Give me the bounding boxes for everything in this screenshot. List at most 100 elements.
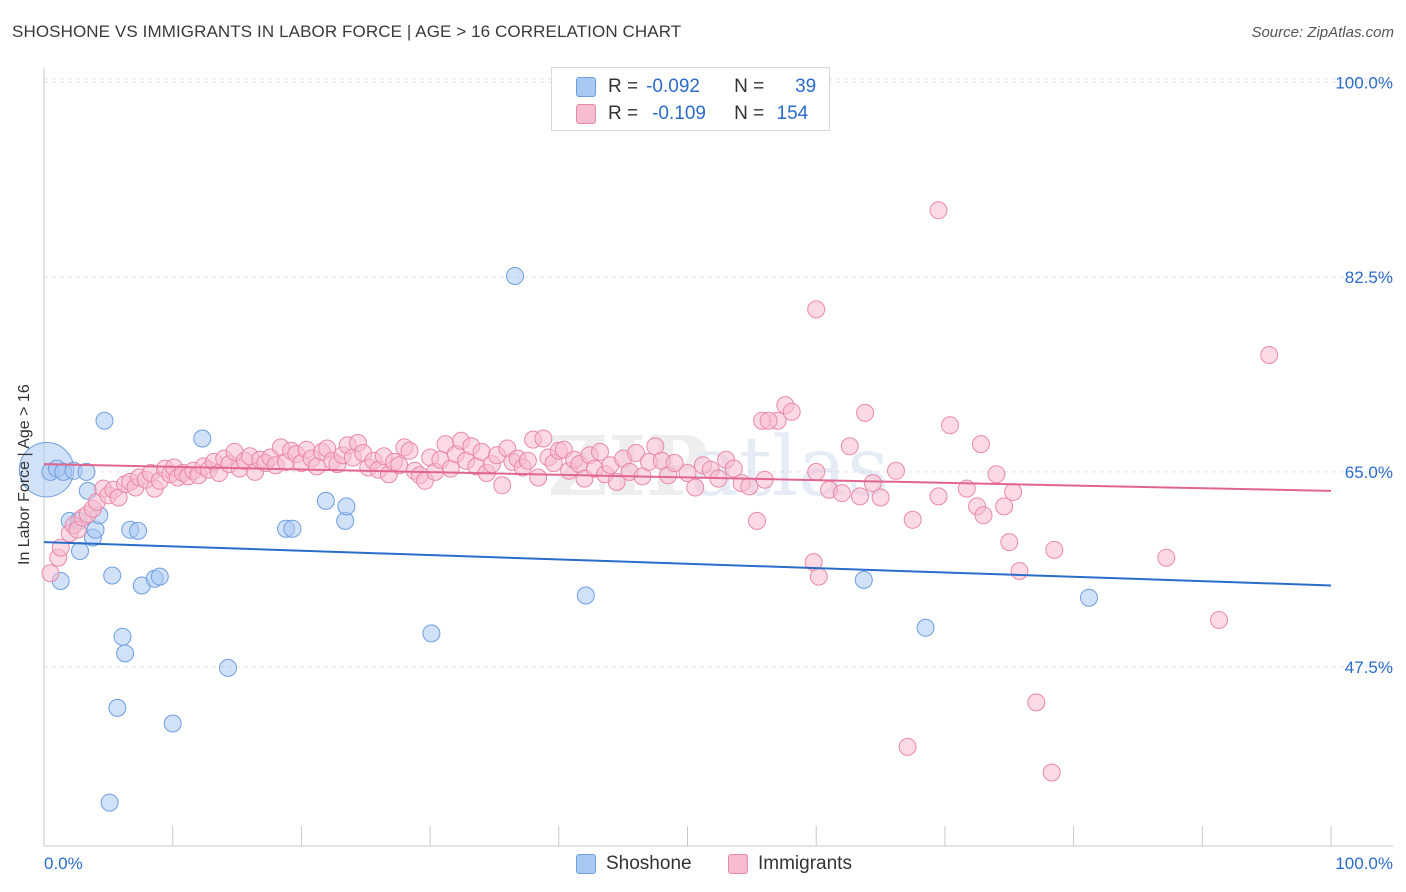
data-point [337, 497, 356, 516]
data-point [1045, 540, 1064, 559]
data-point [1027, 693, 1046, 712]
bottom-legend-immigrants: Immigrants [728, 852, 852, 876]
data-point [493, 476, 512, 495]
x-tick-label: 0.0% [44, 854, 83, 873]
data-point [929, 201, 948, 220]
data-point [863, 474, 882, 493]
data-point [627, 444, 645, 462]
data-point [856, 403, 875, 422]
data-point [71, 542, 89, 560]
data-point [607, 472, 626, 491]
data-point [1042, 763, 1061, 782]
bottom-legend-label: Immigrants [758, 853, 852, 874]
data-point [1004, 483, 1023, 501]
data-point [740, 477, 759, 496]
data-point [95, 411, 114, 430]
y-tick-labels: 47.5% 65.0% 82.5% 100.0% [1335, 73, 1393, 676]
data-point [987, 465, 1006, 484]
gridlines [44, 78, 1393, 668]
source-credit: Source: ZipAtlas.com [1251, 24, 1394, 41]
bottom-legend-swatch-shoshone [576, 854, 596, 874]
data-point [400, 441, 419, 460]
data-point [809, 567, 828, 586]
data-point [995, 497, 1014, 516]
data-point [193, 429, 212, 448]
data-point [219, 658, 237, 677]
data-point [782, 402, 801, 421]
data-point [851, 487, 869, 506]
y-tick-label: 82.5% [1345, 268, 1393, 287]
legend-r-value: -0.109 [652, 103, 706, 124]
data-point [150, 567, 169, 586]
legend-row-immigrants: R = -0.109 N = 154 [576, 102, 808, 126]
bottom-legend-shoshone: Shoshone [576, 852, 692, 876]
data-point [903, 510, 922, 529]
data-point [1010, 562, 1029, 580]
legend-r-label: R = [608, 76, 639, 97]
legend-row-shoshone: R = -0.092 N = 39 [576, 75, 816, 99]
bottom-legend-swatch-immigrants [728, 854, 748, 874]
legend-n-value: 154 [776, 103, 809, 124]
data-point [422, 624, 441, 643]
data-point [686, 478, 705, 497]
trend-line [43, 463, 1332, 492]
data-point [871, 488, 890, 507]
data-point [506, 267, 524, 285]
data-point [832, 484, 851, 503]
data-point [898, 737, 917, 756]
y-axis-label-wrap: In Labor Force | Age > 16 [16, 384, 36, 785]
chart-title: SHOSHONE VS IMMIGRANTS IN LABOR FORCE | … [12, 22, 682, 41]
data-point [1210, 611, 1228, 629]
data-point [576, 586, 595, 605]
data-point [887, 461, 905, 480]
bottom-legend-label: Shoshone [606, 853, 692, 874]
y-tick-label: 100.0% [1335, 73, 1393, 92]
data-point [103, 566, 122, 585]
trend-line [43, 541, 1332, 587]
data-point [100, 793, 119, 812]
data-point [929, 487, 948, 506]
data-point [1260, 346, 1279, 364]
legend-n-label: N = [734, 76, 765, 97]
legend-r-label: R = [608, 103, 639, 124]
legend: R = -0.092 N = 39 R = -0.109 N = 154 [551, 67, 830, 131]
trend-lines [43, 463, 1332, 587]
data-point [807, 462, 826, 481]
data-point [941, 416, 959, 435]
legend-swatch-shoshone [576, 77, 596, 97]
data-point [113, 627, 132, 646]
data-point [665, 454, 684, 472]
data-point [974, 506, 993, 525]
legend-r-value: -0.092 [646, 76, 700, 97]
data-point [916, 618, 935, 637]
data-point [759, 411, 778, 430]
y-tick-label: 47.5% [1345, 658, 1393, 677]
data-point [116, 644, 135, 663]
legend-n-value: 39 [795, 76, 817, 97]
legend-swatch-immigrants [576, 104, 596, 124]
data-point [129, 521, 147, 540]
data-point [163, 714, 182, 733]
data-point [748, 511, 766, 530]
x-tick-labels: 0.0% 100.0% [44, 854, 1393, 873]
data-point [529, 468, 548, 487]
data-point [518, 451, 537, 470]
data-point [316, 491, 335, 510]
data-point [1000, 533, 1019, 552]
data-point [854, 570, 873, 589]
data-point [1080, 588, 1098, 607]
data-point [283, 519, 302, 538]
data-point [591, 442, 609, 461]
legend-n-label: N = [734, 103, 765, 124]
data-point [41, 564, 60, 583]
y-tick-label: 65.0% [1345, 463, 1393, 482]
data-point [108, 698, 127, 717]
shoshone-points [18, 267, 1098, 812]
data-point [840, 437, 859, 456]
x-tick-label: 100.0% [1335, 854, 1393, 873]
data-point [534, 429, 553, 448]
y-axis-label: In Labor Force | Age > 16 [16, 384, 33, 565]
data-point [724, 459, 743, 478]
data-point [807, 300, 826, 319]
